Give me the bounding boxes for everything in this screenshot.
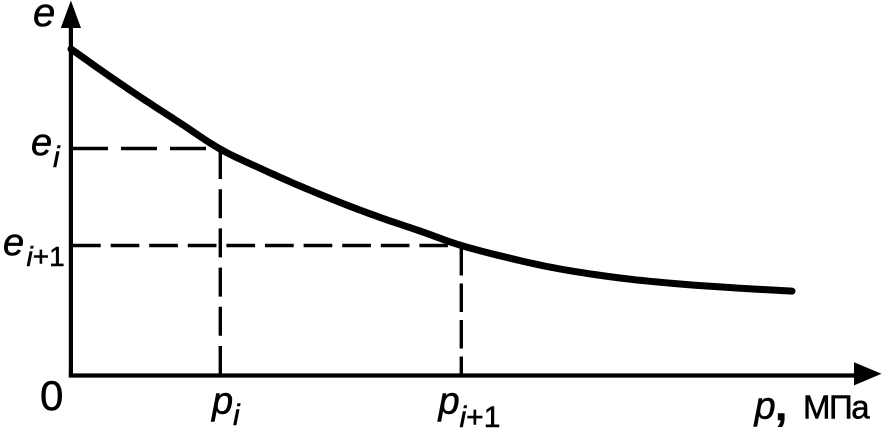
- svg-text:e: e: [31, 122, 52, 164]
- svg-text:p: p: [211, 381, 233, 423]
- svg-text:i: i: [233, 399, 241, 432]
- svg-text:p: p: [754, 386, 776, 428]
- svg-text:e: e: [33, 0, 55, 35]
- svg-text:0: 0: [40, 372, 63, 419]
- svg-text:i: i: [53, 141, 61, 174]
- svg-text:i+1: i+1: [27, 241, 65, 272]
- svg-text:МПа: МПа: [803, 389, 870, 426]
- svg-text:,: ,: [775, 381, 787, 430]
- svg-text:e: e: [3, 222, 24, 264]
- svg-text:i+1: i+1: [460, 401, 501, 434]
- svg-text:p: p: [438, 381, 460, 423]
